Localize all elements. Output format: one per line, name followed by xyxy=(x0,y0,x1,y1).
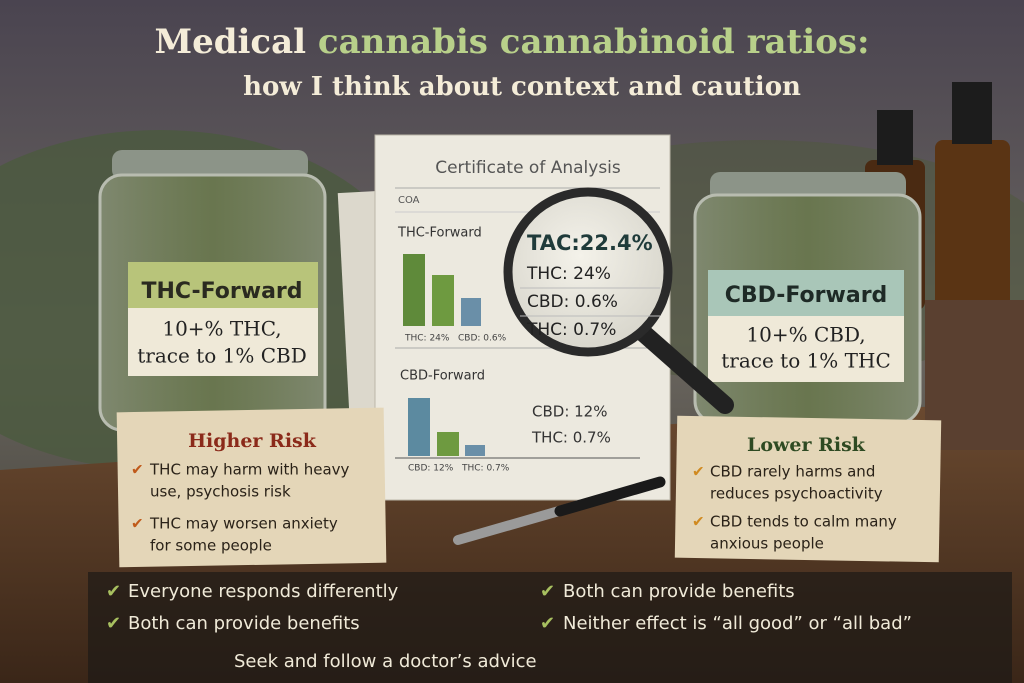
wood-box xyxy=(925,300,1024,450)
jar-text: 10+% THC, xyxy=(162,317,281,341)
advice: Seek and follow a doctor’s advice xyxy=(234,651,537,672)
jar-text: trace to 1% THC xyxy=(721,349,891,373)
reading: CBD: 0.6% xyxy=(527,292,618,312)
footer-band xyxy=(88,572,1012,683)
bar-label: CBD: 12% xyxy=(408,464,454,474)
coa-title: Certificate of Analysis xyxy=(435,158,621,178)
magnifier xyxy=(503,187,734,414)
title: Medical cannabis cannabinoid ratios: xyxy=(154,22,869,62)
section-heading: CBD-Forward xyxy=(400,369,485,384)
check: ✔ xyxy=(106,613,121,634)
reading: THC: 0.7% xyxy=(526,320,616,340)
tac-reading: TAC:22.4% xyxy=(527,231,653,255)
coa-tag: COA xyxy=(398,195,420,206)
label-body xyxy=(128,308,318,376)
subtitle: how I think about context and caution xyxy=(243,72,801,102)
jar-text: 10+% CBD, xyxy=(746,323,865,347)
card-item: anxious people xyxy=(710,535,824,553)
risk-card xyxy=(674,415,942,563)
reading: THC: 0.7% xyxy=(531,429,611,447)
pen xyxy=(453,476,666,545)
label-header xyxy=(128,262,318,310)
card-item: THC may harm with heavy xyxy=(149,461,350,479)
check: ✔ xyxy=(540,581,555,602)
check: ✔ xyxy=(131,461,144,479)
risk-card xyxy=(116,407,387,568)
card-title: Higher Risk xyxy=(188,430,317,452)
card-item: for some people xyxy=(150,537,272,555)
check: ✔ xyxy=(131,515,144,533)
check: ✔ xyxy=(540,613,555,634)
card-item: CBD rarely harms and xyxy=(710,463,875,481)
card-title: Lower Risk xyxy=(747,434,866,456)
check: ✔ xyxy=(106,581,121,602)
jar-text: trace to 1% CBD xyxy=(137,344,306,368)
thc-jar xyxy=(98,150,327,432)
title-rest: cannabis cannabinoid ratios: xyxy=(318,22,870,62)
jar-label: CBD-Forward xyxy=(725,283,888,308)
footer-item: Neither effect is “all good” or “all bad… xyxy=(563,613,912,634)
footer-item: Everyone responds differently xyxy=(128,581,399,602)
bar-label: THC: 0.7% xyxy=(461,464,510,474)
card-item: CBD tends to calm many xyxy=(710,513,897,531)
footer-item: Both can provide benefits xyxy=(128,613,360,634)
card-item: use, psychosis risk xyxy=(150,483,291,501)
jar-label: THC-Forward xyxy=(141,279,302,304)
card-item: THC may worsen anxiety xyxy=(149,515,338,533)
bar-label: THC: 24% xyxy=(404,334,450,344)
reading: THC: 24% xyxy=(526,264,611,284)
footer-item: Both can provide benefits xyxy=(563,581,795,602)
check: ✔ xyxy=(692,463,705,481)
label-header xyxy=(708,270,904,318)
reading: CBD: 12% xyxy=(532,403,607,421)
bar-label: CBD: 0.6% xyxy=(458,334,507,344)
title-lead: Medical xyxy=(154,22,306,62)
card-item: reduces psychoactivity xyxy=(710,485,883,503)
section-heading: THC-Forward xyxy=(397,226,482,241)
label-body xyxy=(708,316,904,382)
check: ✔ xyxy=(692,513,705,531)
